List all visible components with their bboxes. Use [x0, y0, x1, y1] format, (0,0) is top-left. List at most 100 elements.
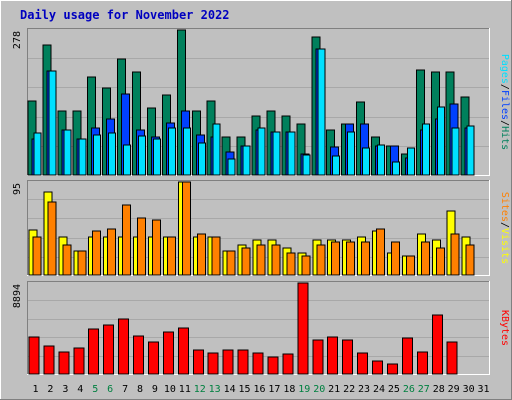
hits-files-pages-legend-pages: Pages [499, 54, 510, 84]
sites-bar-day-25 [390, 241, 400, 276]
x-label-day-30: 30 [463, 384, 475, 395]
pages-bar-day-30 [466, 125, 475, 176]
kbytes-bar-day-28 [431, 314, 443, 375]
kbytes-bar-day-27 [416, 351, 428, 375]
pages-bar-day-14 [227, 158, 236, 176]
kbytes-bar-day-26 [401, 337, 413, 375]
kbytes-panel: 8894 KBytes [12, 281, 510, 375]
kbytes-ymax-label: 8894 [12, 284, 23, 308]
kbytes-legend: KBytes [499, 310, 510, 346]
kbytes-bar-day-11 [177, 327, 189, 375]
x-label-day-9: 9 [152, 384, 158, 395]
pages-bar-day-23 [362, 147, 371, 176]
pages-bar-day-12 [197, 142, 206, 176]
pages-bar-day-28 [436, 106, 445, 176]
sites-bar-day-18 [286, 252, 296, 276]
sites-bar-day-20 [316, 244, 326, 276]
kbytes-bar-day-2 [43, 345, 55, 375]
visits-sites-panel: 95 Sites/Visits [12, 180, 510, 276]
x-label-day-5: 5 [92, 384, 98, 395]
sites-bar-day-7 [122, 204, 132, 276]
pages-bar-day-20 [317, 48, 326, 176]
kbytes-bar-day-19 [297, 282, 309, 375]
visits-sites-ymax-label: 95 [12, 183, 23, 195]
sites-bar-day-8 [137, 217, 147, 276]
kbytes-bar-day-13 [207, 352, 219, 375]
visits-sites-legend-sep: / [499, 222, 510, 228]
kbytes-bar-day-14 [222, 349, 234, 375]
hits-files-pages-legend-sep1: / [499, 84, 510, 90]
pages-bar-day-5 [93, 134, 102, 176]
sites-bar-day-30 [465, 244, 475, 276]
kbytes-bar-day-12 [192, 349, 204, 375]
sites-bar-day-23 [361, 241, 371, 276]
x-label-day-24: 24 [373, 384, 385, 395]
x-label-day-17: 17 [268, 384, 280, 395]
x-label-day-29: 29 [448, 384, 460, 395]
sites-bar-day-28 [435, 247, 445, 276]
x-axis-labels: 1 2 3 4 5 6 7 8 9 10 11 12 13 14 15 16 17 18 19 20 21 22 23 24 2… [32, 384, 489, 395]
hits-files-pages-legend-hits: Hits [499, 126, 510, 150]
sites-bar-day-29 [450, 233, 460, 276]
x-label-day-21: 21 [328, 384, 340, 395]
x-label-day-8: 8 [137, 384, 143, 395]
pages-bar-day-27 [421, 123, 430, 176]
kbytes-bar-day-7 [118, 318, 130, 375]
kbytes-bar-day-8 [133, 335, 145, 375]
kbytes-bar-day-21 [327, 336, 339, 375]
kbytes-bar-day-4 [73, 347, 85, 375]
kbytes-bar-day-16 [252, 352, 264, 375]
kbytes-bar-day-23 [357, 352, 369, 375]
pages-bar-day-7 [123, 144, 132, 176]
kbytes-bar-day-29 [446, 341, 458, 375]
pages-bar-day-24 [377, 144, 386, 176]
x-label-day-14: 14 [224, 384, 236, 395]
sites-bar-day-6 [107, 228, 117, 276]
kbytes-bar-day-22 [342, 339, 354, 375]
sites-bar-day-13 [211, 236, 221, 276]
kbytes-legend-kbytes: KBytes [499, 310, 510, 346]
x-label-day-4: 4 [77, 384, 83, 395]
pages-bar-day-1 [33, 132, 42, 176]
pages-bar-day-25 [391, 161, 400, 176]
sites-bar-day-22 [346, 241, 356, 276]
x-label-day-22: 22 [343, 384, 355, 395]
hits-files-pages-legend-sep2: / [499, 120, 510, 126]
sites-bar-day-1 [32, 236, 42, 276]
x-label-day-28: 28 [433, 384, 445, 395]
x-label-day-16: 16 [253, 384, 265, 395]
pages-bar-day-10 [167, 127, 176, 176]
x-label-day-15: 15 [239, 384, 251, 395]
pages-bar-day-29 [451, 127, 460, 176]
hits-files-pages-legend-files: Files [499, 90, 510, 120]
sites-bar-day-27 [420, 241, 430, 276]
kbytes-bar-day-24 [372, 360, 384, 375]
kbytes-bar-day-3 [58, 351, 70, 375]
x-label-day-1: 1 [32, 384, 38, 395]
pages-bar-day-19 [302, 154, 311, 176]
sites-bar-day-24 [376, 228, 386, 276]
sites-bar-day-14 [226, 250, 236, 276]
pages-bar-day-4 [78, 138, 87, 176]
sites-bar-day-5 [92, 230, 102, 276]
x-label-day-6: 6 [107, 384, 113, 395]
sites-bar-day-11 [181, 181, 191, 276]
x-label-day-18: 18 [283, 384, 295, 395]
sites-bar-day-19 [301, 255, 311, 276]
x-label-day-3: 3 [62, 384, 68, 395]
pages-bar-day-15 [242, 145, 251, 176]
pages-bar-day-16 [257, 127, 266, 176]
pages-bar-day-11 [182, 127, 191, 176]
kbytes-bar-day-1 [28, 336, 40, 375]
x-label-day-19: 19 [298, 384, 310, 395]
visits-sites-legend-sites: Sites [499, 192, 510, 222]
x-label-day-12: 12 [194, 384, 206, 395]
sites-bar-day-16 [256, 244, 266, 276]
kbytes-bar-day-20 [312, 339, 324, 375]
pages-bar-day-17 [272, 131, 281, 176]
x-label-day-13: 13 [209, 384, 221, 395]
sites-bar-day-4 [77, 250, 87, 276]
visits-sites-legend-visits: Visits [499, 228, 510, 264]
